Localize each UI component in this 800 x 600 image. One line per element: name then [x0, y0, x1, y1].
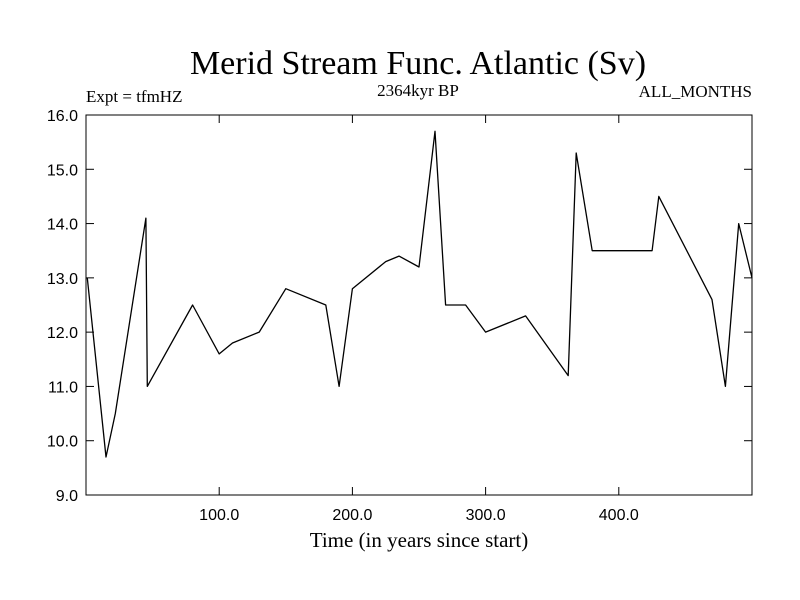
y-tick-label: 13.0	[47, 271, 78, 288]
y-tick-label: 9.0	[56, 488, 78, 505]
x-axis: 100.0 200.0 300.0 400.0	[199, 115, 639, 524]
x-tick-label: 400.0	[599, 507, 639, 524]
x-tick-label: 300.0	[466, 507, 506, 524]
y-axis: 9.0 10.0 11.0 12.0 13.0 14.0 15.0 16.0	[47, 108, 752, 505]
experiment-label: Expt = tfmHZ	[86, 87, 182, 106]
chart-subtitle: 2364kyr BP	[377, 81, 459, 100]
y-tick-label: 12.0	[47, 325, 78, 342]
y-tick-label: 16.0	[47, 108, 78, 125]
y-tick-label: 14.0	[47, 217, 78, 234]
y-tick-label: 11.0	[48, 379, 78, 396]
x-tick-label: 100.0	[199, 507, 239, 524]
chart-title: Merid Stream Func. Atlantic (Sv)	[190, 45, 646, 82]
series-line	[86, 130, 753, 458]
x-axis-label: Time (in years since start)	[310, 528, 529, 552]
plot-area	[85, 114, 753, 496]
y-tick-label: 10.0	[47, 434, 78, 451]
y-tick-label: 15.0	[47, 162, 78, 179]
months-label: ALL_MONTHS	[639, 82, 752, 101]
x-tick-label: 200.0	[332, 507, 372, 524]
